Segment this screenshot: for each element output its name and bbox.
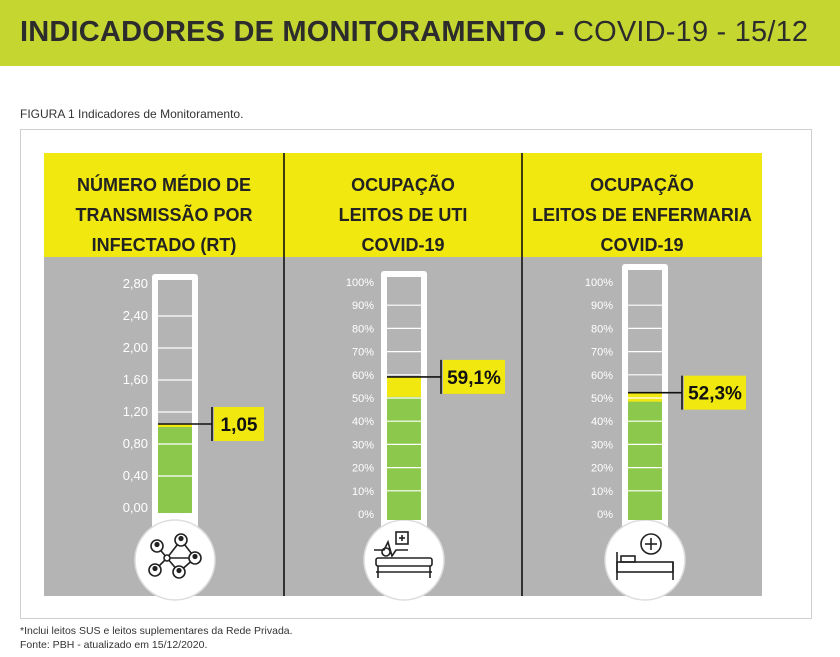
value-label: 59,1%	[447, 368, 501, 389]
page-title: INDICADORES DE MONITORAMENTO - COVID-19 …	[20, 12, 808, 52]
tick-label: 50%	[352, 393, 374, 405]
gauge-panel-3: OCUPAÇÃO LEITOS DE ENFERMARIA COVID-19 100%…	[522, 153, 762, 601]
tick-label: 100%	[585, 277, 613, 289]
value-label: 1,05	[221, 415, 258, 436]
gauge-title-line: LEITOS DE UTI	[339, 205, 468, 225]
tick-label: 2,80	[123, 276, 148, 291]
value-callout-box	[214, 407, 264, 441]
figure-frame	[20, 129, 812, 619]
ward-bed-icon	[616, 533, 674, 580]
person-head	[154, 541, 160, 548]
tick-label: 20%	[591, 463, 613, 475]
value-callout-box	[443, 359, 505, 394]
tick-label: 30%	[591, 439, 613, 451]
tick-label: 2,00	[123, 340, 148, 355]
title-banner: INDICADORES DE MONITORAMENTO - COVID-19 …	[0, 0, 840, 66]
tick-label: 40%	[591, 416, 613, 428]
patient-head	[381, 547, 391, 557]
tick-label: 60%	[591, 370, 613, 382]
fill-level-bar	[387, 396, 421, 520]
medical-badge	[640, 533, 662, 555]
fill-level-marker	[628, 392, 662, 402]
tick-label: 2,40	[123, 308, 148, 323]
gauge-title-line: TRANSMISSÃO POR	[75, 204, 252, 225]
footnote-sources: *Inclui leitos SUS e leitos suplementare…	[20, 625, 293, 637]
gauge-title-line: OCUPAÇÃO	[590, 174, 694, 195]
fill-level-bar	[628, 401, 662, 520]
gauge-header	[44, 153, 284, 257]
tick-label: 0,40	[123, 468, 148, 483]
figure-caption: FIGURA 1 Indicadores de Monitoramento.	[20, 107, 244, 121]
gauge-panel-1: NÚMERO MÉDIO DE TRANSMISSÃO POR INFECTADO …	[44, 153, 284, 601]
page-title-light: COVID-19 - 15/12	[572, 16, 809, 48]
gauge-title-line: COVID-19	[361, 235, 444, 255]
value-callout-box	[684, 375, 746, 410]
tick-label: 1,60	[123, 372, 148, 387]
tick-label: 0,80	[123, 436, 148, 451]
tick-label: 70%	[591, 347, 613, 359]
iv-bag	[395, 531, 409, 545]
tick-label: 70%	[352, 347, 374, 359]
bed-pillow	[620, 555, 636, 563]
tick-label: 40%	[352, 416, 374, 428]
person-head	[178, 535, 184, 542]
tick-label: 80%	[352, 323, 374, 335]
tick-label: 1,20	[123, 404, 148, 419]
gauge-title-line: LEITOS DE ENFERMARIA	[532, 205, 752, 225]
value-label: 52,3%	[688, 384, 742, 405]
icu-bed-icon	[374, 531, 433, 578]
tick-label: 30%	[352, 439, 374, 451]
tick-label: 60%	[352, 370, 374, 382]
gauge-panel-2: OCUPAÇÃO LEITOS DE UTI COVID-19 100% 90% 80% 7…	[284, 153, 522, 601]
gauge-header	[522, 153, 762, 257]
page-title-bold: INDICADORES DE MONITORAMENTO -	[20, 16, 565, 48]
tick-label: 0%	[597, 509, 613, 521]
bed-mattress	[375, 557, 433, 567]
gauge-title-line: NÚMERO MÉDIO DE	[77, 174, 251, 195]
tick-label: 90%	[591, 300, 613, 312]
fill-level-marker	[387, 376, 421, 397]
tick-label: 50%	[591, 393, 613, 405]
tick-label: 10%	[352, 486, 374, 498]
fill-level-marker	[158, 424, 192, 427]
tick-label: 20%	[352, 463, 374, 475]
fill-level-bar	[158, 427, 192, 513]
tick-label: 100%	[346, 277, 374, 289]
tick-label: 0,00	[123, 500, 148, 515]
tick-label: 90%	[352, 300, 374, 312]
thermometer-bulb	[134, 519, 216, 601]
person-head	[192, 553, 198, 560]
gauge-title-line: COVID-19	[600, 235, 683, 255]
network-node	[163, 554, 171, 562]
footnote-update: Fonte: PBH - atualizado em 15/12/2020.	[20, 639, 208, 651]
tick-label: 0%	[358, 509, 374, 521]
tick-label: 10%	[591, 486, 613, 498]
person-head	[176, 567, 182, 574]
tick-label: 80%	[591, 323, 613, 335]
gauge-header	[284, 153, 522, 257]
gauge-title-line: OCUPAÇÃO	[351, 174, 455, 195]
person-head	[152, 565, 158, 572]
gauge-title-line: INFECTADO (RT)	[92, 235, 237, 255]
network-people-icon	[148, 533, 202, 579]
